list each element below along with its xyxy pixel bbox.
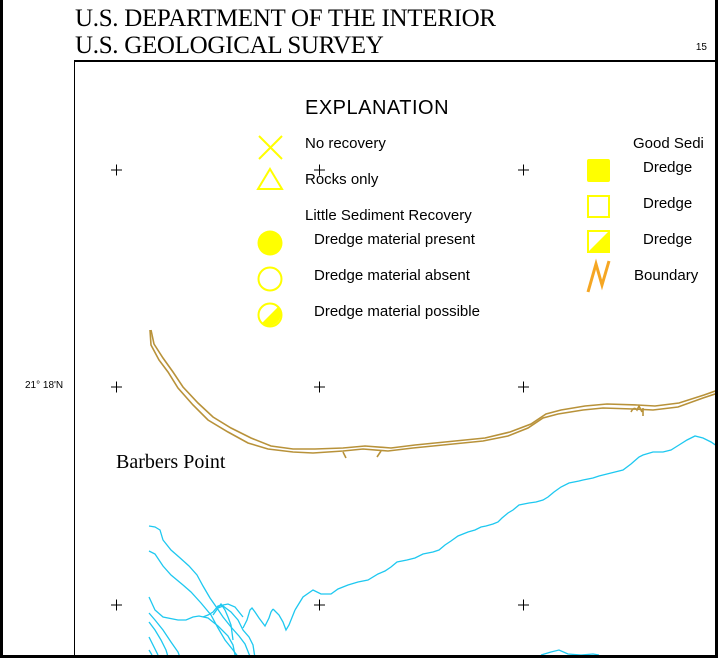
open-circle-icon — [257, 266, 283, 292]
legend-label-dredge-possible: Dredge material possible — [314, 303, 480, 320]
agency-title: U.S. DEPARTMENT OF THE INTERIOR — [75, 5, 496, 32]
legend-label-no-recovery: No recovery — [305, 135, 386, 152]
survey-title: U.S. GEOLOGICAL SURVEY — [75, 32, 384, 59]
map-canvas — [111, 135, 715, 655]
legend-label-good-dredge-1: Dredge — [643, 159, 693, 176]
place-label-barbers-point: Barbers Point — [116, 451, 226, 473]
filled-circle-icon — [257, 230, 283, 256]
zigzag-boundary-icon — [586, 258, 611, 293]
legend-heading-little-sediment: Little Sediment Recovery — [305, 207, 472, 224]
triangle-outline-icon — [256, 167, 284, 190]
filled-square-icon — [587, 159, 610, 182]
legend-label-dredge-present: Dredge material present — [314, 231, 475, 248]
x-cross-icon — [258, 135, 283, 160]
half-square-icon — [587, 230, 610, 253]
legend-label-rocks-only: Rocks only — [305, 171, 379, 188]
legend-title: EXPLANATION — [305, 97, 450, 119]
page-number: 15 — [695, 42, 707, 53]
legend-label-boundary: Boundary — [634, 267, 699, 284]
map-frame — [74, 60, 715, 655]
legend-label-good-dredge-2: Dredge — [643, 195, 693, 212]
legend-label-dredge-absent: Dredge material absent — [314, 267, 470, 284]
grid-cross-icons — [111, 164, 529, 611]
half-circle-icon — [257, 302, 283, 328]
bathymetry-contours — [148, 435, 715, 655]
legend-label-good-dredge-3: Dredge — [643, 231, 693, 248]
legend-heading-good-sediment: Good Sedi — [633, 135, 704, 152]
coastline — [149, 329, 715, 459]
latitude-label: 21° 18'N — [25, 380, 64, 391]
open-square-icon — [587, 195, 610, 218]
